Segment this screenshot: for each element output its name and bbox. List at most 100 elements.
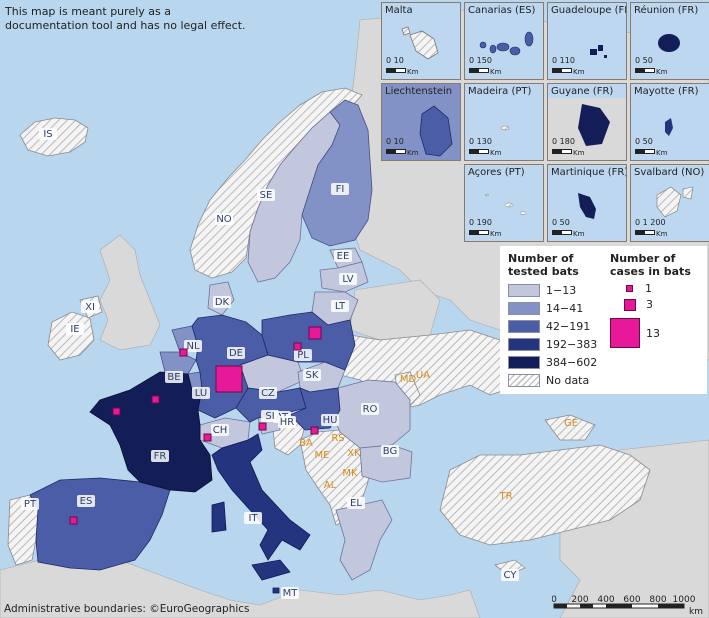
legend-case-3: 3 <box>622 298 653 311</box>
inset-canarias: Canarias (ES) 0 150 Km <box>464 2 544 80</box>
scalebar-tick-label: 400 <box>597 595 614 605</box>
country-label-bg <box>215 213 233 225</box>
inset-mayotte: Mayotte (FR) 0 50 Km <box>630 83 709 161</box>
country-label-se: SE <box>260 190 273 201</box>
inset-scale: 0 110 <box>552 56 575 65</box>
country-label-bg <box>334 250 352 262</box>
inset-name: Mayotte (FR) <box>634 86 699 97</box>
legend-swatch <box>508 301 540 315</box>
legend-swatch-hatch <box>508 373 540 387</box>
country-label-ie: IE <box>70 324 79 335</box>
inset-name: Madeira (PT) <box>468 86 532 97</box>
inset-scalebar <box>552 68 572 73</box>
country-label-bg <box>294 349 312 361</box>
legend-case-13: 13 <box>610 318 660 348</box>
country-labels: ISNOSEFIEELVLTDKIEXINLBELUDEPLCZSKATHUCH… <box>21 128 578 599</box>
country-label-bg <box>66 323 84 335</box>
country-label-bg <box>227 347 245 359</box>
inset-scale: 0 130 <box>469 137 492 146</box>
inset-liechtenstein: Liechtenstein 0 10 Km <box>381 83 461 161</box>
country-es <box>29 477 171 571</box>
legend-swatch <box>508 319 540 333</box>
inset-acores: Açores (PT) 0 190 Km <box>464 164 544 242</box>
case-marker-es <box>69 516 78 525</box>
map-scalebar: 0 200 400 600 800 1000 km <box>552 595 703 616</box>
country-label-cz: CZ <box>261 388 275 399</box>
country-label-ba: BA <box>299 438 313 449</box>
inset-scale: 0 50 <box>552 218 570 227</box>
country-label-bg <box>501 569 519 581</box>
legend-class-3: 42−191 <box>508 318 590 334</box>
case-marker-fr1 <box>112 407 121 416</box>
inset-scalebar <box>552 230 572 235</box>
country-label-bg <box>184 340 202 352</box>
legend-case-label: 1 <box>645 282 652 295</box>
inset-scale: 0 150 <box>469 56 492 65</box>
inset-malta: Malta 0 10 Km <box>381 2 461 80</box>
country-label-al: AL <box>324 480 337 491</box>
scalebar-tick-label: 800 <box>649 595 666 605</box>
country-label-bg: BG <box>383 446 397 457</box>
country-fr <box>89 371 213 493</box>
inset-madeira: Madeira (PT) 0 130 Km <box>464 83 544 161</box>
country-label-si: SI <box>265 411 274 422</box>
case-marker-pl <box>308 326 322 340</box>
inset-scale: 0 50 <box>635 137 653 146</box>
country-label-ee: EE <box>337 251 350 262</box>
legend-swatch <box>508 283 540 297</box>
country-label-xi: XI <box>85 302 95 313</box>
inset-scalebar <box>469 149 489 154</box>
inset-scalebar <box>469 230 489 235</box>
inset-name: Svalbard (NO) <box>634 167 705 178</box>
legend-case-label: 3 <box>646 298 653 311</box>
country-label-de: DE <box>229 348 243 359</box>
country-label-bg <box>21 498 39 510</box>
country-label-nl: NL <box>186 341 199 352</box>
country-pl <box>261 311 356 371</box>
inset-name: Martinique (FR) <box>551 167 627 178</box>
inset-name: Açores (PT) <box>468 167 525 178</box>
country-label-bg <box>347 497 365 509</box>
country-ge <box>544 414 596 441</box>
inset-unit: Km <box>490 149 502 157</box>
country-label-ua: UA <box>416 370 430 381</box>
scalebar-unit: km <box>689 607 703 616</box>
legend-class-2: 14−41 <box>508 300 583 316</box>
country-label-hr: HR <box>280 417 295 428</box>
country-label-mk: MK <box>342 468 358 479</box>
country-label-ge: GE <box>564 418 578 429</box>
country-label-me: ME <box>315 450 330 461</box>
inset-name: Liechtenstein <box>385 86 453 97</box>
inset-unit: Km <box>573 68 585 76</box>
country-label-bg <box>81 301 99 313</box>
legend-class-label: 14−41 <box>546 301 584 315</box>
case-marker-pl2 <box>293 342 302 351</box>
credit-text: Administrative boundaries: ©EuroGeograph… <box>4 603 250 615</box>
country-label-ch: CH <box>213 425 228 436</box>
case-marker-nl <box>179 348 188 357</box>
country-fi <box>301 99 373 247</box>
legend-case-marker <box>626 285 633 292</box>
country-label-bg <box>331 300 349 312</box>
inset-scale: 0 50 <box>635 56 653 65</box>
inset-martinique: Martinique (FR) 0 50 Km <box>547 164 627 242</box>
inset-unit: Km <box>573 149 585 157</box>
country-label-bg <box>39 128 57 140</box>
country-label-no: NO <box>216 214 231 225</box>
country-label-cy: CY <box>504 570 518 581</box>
country-label-bg <box>261 410 279 422</box>
country-label-bg <box>278 416 296 428</box>
inset-unit: Km <box>407 149 419 157</box>
country-label-bg <box>257 189 275 201</box>
country-label-bg <box>331 183 349 195</box>
scalebar-tick-label: 600 <box>623 595 640 605</box>
inset-svalbard: Svalbard (NO) 0 1 200 Km <box>630 164 709 242</box>
inset-scale: 0 180 <box>552 137 575 146</box>
inset-scale: 0 10 <box>386 137 404 146</box>
inset-scale: 0 190 <box>469 218 492 227</box>
country-label-ro: RO <box>363 404 378 415</box>
inset-scalebar <box>635 68 655 73</box>
inset-scalebar <box>386 149 406 154</box>
country-label-mt: MT <box>283 588 299 599</box>
